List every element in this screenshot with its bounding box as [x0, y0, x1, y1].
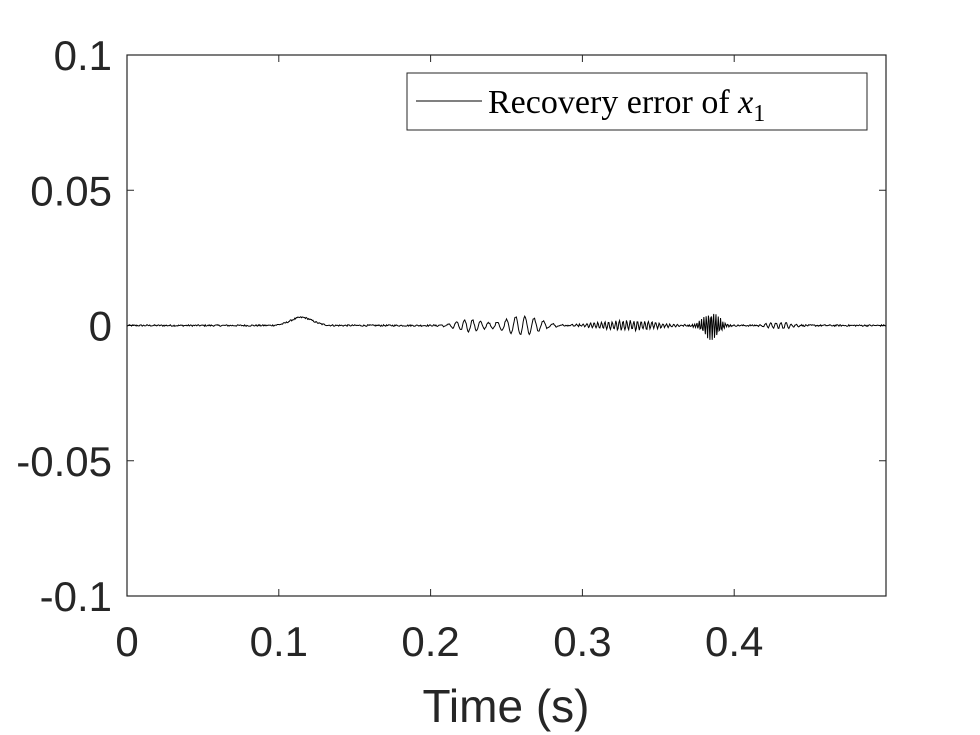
series-layer [126, 313, 887, 340]
x-tick-label: 0.2 [401, 618, 459, 665]
y-tick-label: -0.05 [16, 438, 112, 485]
x-tick-label: 0.4 [705, 618, 763, 665]
legend-label-text: Recovery error of [488, 84, 738, 121]
legend-box [406, 72, 868, 131]
x-axis-title: Time (s) [423, 680, 590, 732]
x-tick-label: 0.1 [250, 618, 308, 665]
y-tick-label: 0 [89, 303, 112, 350]
x-tick-labels: 0 0.1 0.2 0.3 0.4 [115, 618, 763, 665]
legend: Recovery error of x1 [406, 72, 868, 131]
series-line [126, 313, 887, 340]
x-tick-label: 0.3 [553, 618, 611, 665]
y-tick-label: 0.05 [30, 167, 112, 214]
y-tick-label: -0.1 [40, 573, 112, 620]
x-tick-label: 0 [115, 618, 138, 665]
legend-label-subscript: 1 [753, 101, 765, 127]
y-tick-label: 0.1 [54, 32, 112, 79]
legend-label: Recovery error of x1 [488, 84, 765, 127]
legend-label-variable: x [737, 84, 753, 121]
axes-box [126, 54, 887, 597]
y-tick-labels: -0.1 -0.05 0 0.05 0.1 [16, 32, 112, 620]
